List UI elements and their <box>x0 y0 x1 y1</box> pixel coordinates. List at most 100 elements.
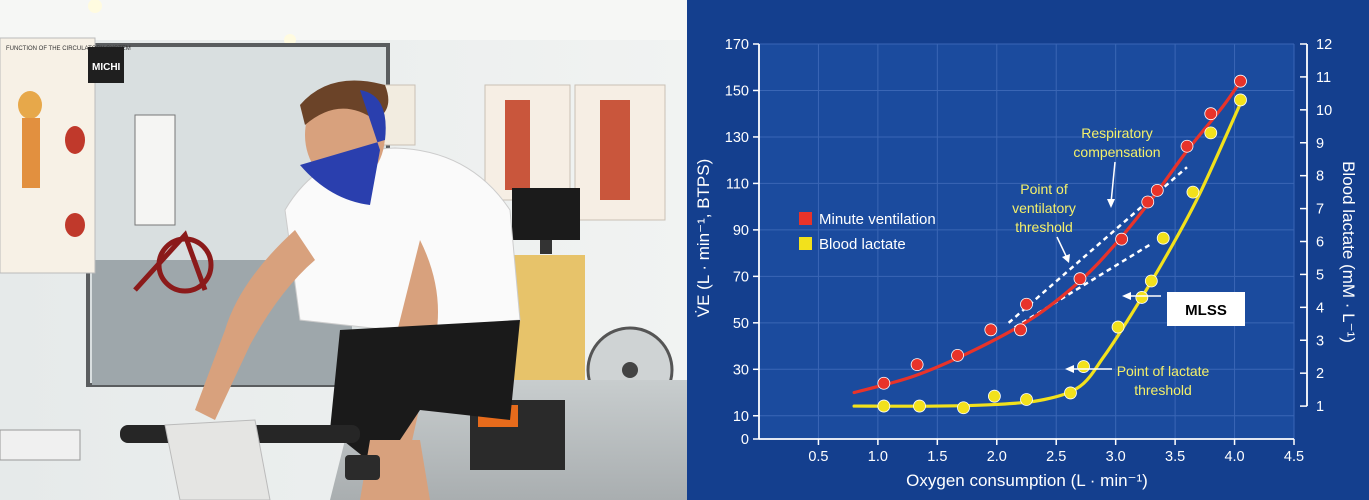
series-1-point-10 <box>1156 231 1170 245</box>
y-left-tick-label-9: 170 <box>725 37 749 53</box>
michi-logo-text: MICHI <box>92 62 121 73</box>
annotation-respiratory-line1: Respiratory <box>1081 125 1153 141</box>
annotation-ventilatory-line3: threshold <box>1015 219 1073 235</box>
right-axis-title: Blood lactate (mM · L⁻¹) <box>1339 161 1358 343</box>
poster-heart <box>65 126 85 154</box>
series-0-point-8 <box>1141 195 1155 209</box>
x-axis-title: Oxygen consumption (L · min⁻¹) <box>906 471 1148 490</box>
chart-panel: 0.5 1.0 1.5 2.0 2.5 3.0 3.5 4.0 4.5 0 10 30 50 70 90 11… <box>687 0 1369 500</box>
legend-label-lactate: Blood lactate <box>819 236 906 253</box>
legend-swatch-ventilation <box>799 212 812 225</box>
annotation-ventilatory-threshold: Point of ventilatory threshold <box>1012 181 1076 263</box>
x-tick-label-5: 3.0 <box>1106 449 1126 465</box>
monitor <box>512 188 580 240</box>
mlss-box <box>1167 292 1245 326</box>
fan-hub <box>622 362 638 378</box>
series-1-point-2 <box>957 401 970 415</box>
x-tick-label-3: 2.0 <box>987 449 1007 465</box>
series-line-0 <box>852 79 1243 395</box>
legend-swatch-lactate <box>799 237 812 250</box>
watch <box>345 455 380 480</box>
x-tick-label-4: 2.5 <box>1046 449 1066 465</box>
series-1-point-8 <box>1135 291 1149 304</box>
muscle-figure-2 <box>600 100 630 200</box>
series-1-point-0 <box>877 399 891 413</box>
mlss-arrowhead <box>1122 292 1131 300</box>
towel <box>164 419 271 500</box>
annotation-mlss: MLSS <box>1122 292 1245 326</box>
legend: Minute ventilation Blood lactate <box>799 211 936 253</box>
axes: 0.5 1.0 1.5 2.0 2.5 3.0 3.5 4.0 4.50103050709011… <box>725 37 1332 465</box>
y-left-tick-label-4: 70 <box>733 269 749 285</box>
annotation-respiratory-arrowhead <box>1107 199 1115 208</box>
annotation-ventilatory-line2: ventilatory <box>1012 200 1076 216</box>
muscle-figure-1 <box>505 100 530 190</box>
series-0-point-0 <box>877 376 891 390</box>
annotation-lactate-line2: threshold <box>1134 382 1192 398</box>
legend-label-ventilation: Minute ventilation <box>819 211 936 228</box>
y-right-tick-label-4: 5 <box>1316 267 1324 283</box>
y-left-tick-label-6: 110 <box>726 176 749 192</box>
series-1-point-6 <box>1077 360 1090 373</box>
annotation-lactate-threshold: Point of lactate threshold <box>1065 363 1210 398</box>
y-left-tick-label-7: 130 <box>725 130 749 146</box>
annotation-respiratory-compensation: Respiratory compensation <box>1073 125 1161 208</box>
y-left-tick-label-5: 90 <box>733 223 749 239</box>
series-0-point-9 <box>1150 183 1164 197</box>
series-0-point-10 <box>1180 139 1194 153</box>
monitor-stand <box>540 240 552 254</box>
annotation-respiratory-line2: compensation <box>1073 144 1160 160</box>
lab-photo-illustration: FUNCTION OF THE CIRCULATORY SYSTEM MICHI <box>0 0 687 500</box>
series-0-point-6 <box>1073 272 1087 286</box>
x-tick-label-7: 4.0 <box>1224 449 1244 465</box>
series-1-point-13 <box>1234 93 1247 107</box>
annotation-respiratory-arrow <box>1110 161 1116 204</box>
lab-photo: FUNCTION OF THE CIRCULATORY SYSTEM MICHI <box>0 0 687 500</box>
y-right-tick-label-0: 1 <box>1316 399 1324 415</box>
ceiling-light-1 <box>88 0 102 13</box>
x-tick-label-1: 1.0 <box>868 449 888 465</box>
y-right-tick-label-2: 3 <box>1316 333 1324 349</box>
y-right-tick-label-1: 2 <box>1316 366 1324 382</box>
y-left-tick-label-0: 0 <box>741 432 749 448</box>
x-tick-label-8: 4.5 <box>1284 449 1304 465</box>
y-left-tick-label-8: 150 <box>725 83 749 99</box>
y-right-tick-label-11: 12 <box>1316 37 1332 53</box>
annotation-ventilatory-arrow <box>1056 236 1068 259</box>
series-1-point-12 <box>1204 126 1218 140</box>
annotation-lactate-line1: Point of lactate <box>1117 363 1210 379</box>
y-right-tick-label-9: 10 <box>1316 103 1332 119</box>
poster-figure-body <box>22 118 40 188</box>
extrapolation-line-0 <box>1007 166 1188 324</box>
left-arm <box>195 230 315 420</box>
mirror-door <box>134 114 176 226</box>
y-right-tick-label-5: 6 <box>1316 235 1324 251</box>
annotation-ventilatory-line1: Point of <box>1020 181 1068 197</box>
x-tick-label-6: 3.5 <box>1165 449 1185 465</box>
series-0-point-2 <box>951 348 964 362</box>
annotation-lactate-arrowhead <box>1065 365 1074 373</box>
ceiling <box>0 0 687 40</box>
series-0-point-4 <box>1014 323 1027 337</box>
reflected-bike <box>133 230 214 294</box>
poster-title: FUNCTION OF THE CIRCULATORY SYSTEM <box>6 46 131 52</box>
poster-organ <box>65 213 85 237</box>
y-right-tick-label-7: 8 <box>1316 169 1324 185</box>
chart: 0.5 1.0 1.5 2.0 2.5 3.0 3.5 4.0 4.50103050709011… <box>694 37 1358 490</box>
x-tick-label-0: 0.5 <box>808 449 828 465</box>
poster-figure-head <box>18 91 42 119</box>
series-1-point-5 <box>1064 386 1077 400</box>
series-1-point-7 <box>1111 320 1125 334</box>
y-right-tick-label-8: 9 <box>1316 136 1324 152</box>
face-mask <box>300 90 386 205</box>
plot-area <box>759 44 1294 439</box>
y-right-tick-label-3: 4 <box>1316 300 1324 316</box>
power-strip <box>0 429 81 461</box>
mlss-label: MLSS <box>1185 302 1227 319</box>
cyclist <box>195 80 521 500</box>
cycling-shorts <box>330 320 520 470</box>
y-left-tick-label-2: 30 <box>733 362 749 378</box>
michi-logo <box>88 47 124 83</box>
y-left-tick-label-3: 50 <box>733 316 749 332</box>
series-0-point-11 <box>1204 107 1218 121</box>
